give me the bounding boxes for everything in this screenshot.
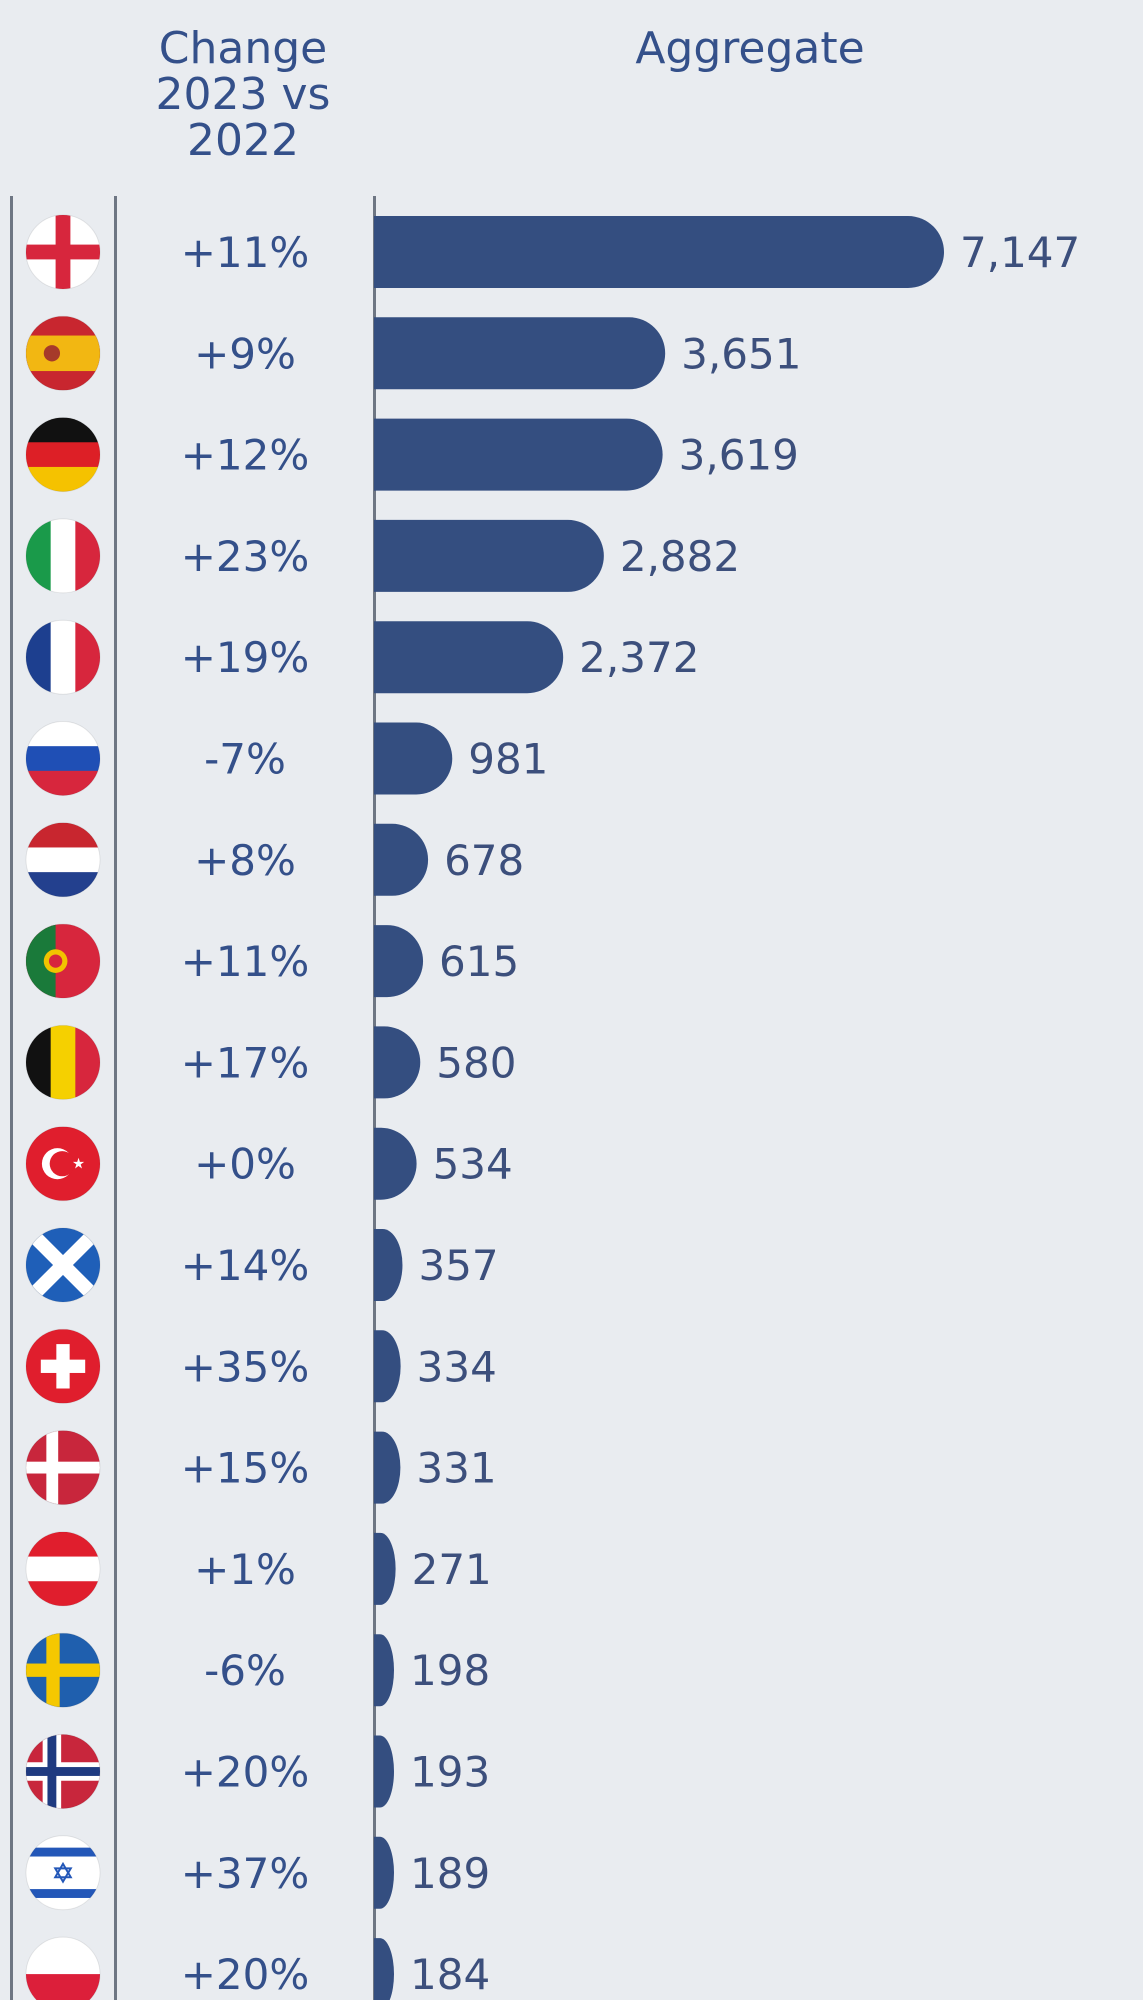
aggregate-bar xyxy=(374,823,429,896)
aggregate-value-label: 2,372 xyxy=(579,633,699,682)
aggregate-bar xyxy=(374,1431,401,1504)
flag-column-left-divider xyxy=(10,196,13,2000)
belgium-flag-icon xyxy=(25,1024,101,1100)
england-flag-icon xyxy=(25,214,101,290)
aggregate-value-label: 331 xyxy=(416,1444,496,1493)
change-value: +19% xyxy=(181,633,310,682)
change-value: +1% xyxy=(194,1545,296,1594)
aggregate-bar xyxy=(374,1330,401,1403)
russia-flag-icon xyxy=(25,721,101,796)
change-value: +17% xyxy=(181,1038,310,1087)
change-value: +20% xyxy=(181,1748,310,1797)
portugal-flag-icon xyxy=(25,923,101,999)
scotland-flag-icon xyxy=(25,1227,101,1303)
change-value: +11% xyxy=(181,937,310,986)
aggregate-bar xyxy=(374,317,666,390)
aggregate-value-label: 184 xyxy=(410,1950,490,1999)
france-flag-icon xyxy=(25,619,101,695)
aggregate-bar xyxy=(374,418,663,491)
change-value: +11% xyxy=(181,228,310,277)
aggregate-value-label: 2,882 xyxy=(620,532,740,581)
aggregate-bar xyxy=(374,1634,395,1707)
change-value: +8% xyxy=(194,836,296,885)
aggregate-value-label: 981 xyxy=(468,735,548,784)
aggregate-bar xyxy=(374,621,564,694)
aggregate-value-label: 357 xyxy=(418,1241,498,1290)
change-value: +15% xyxy=(181,1444,310,1493)
aggregate-bar xyxy=(374,925,424,998)
aggregate-bar xyxy=(374,1836,395,1909)
aggregate-value-label: 193 xyxy=(410,1748,490,1797)
aggregate-value-label: 189 xyxy=(410,1849,490,1898)
aggregate-value-label: 271 xyxy=(412,1545,492,1594)
aggregate-bar xyxy=(374,1735,395,1808)
aggregate-bar xyxy=(374,722,453,795)
austria-flag-icon xyxy=(25,1531,101,1607)
change-value: +14% xyxy=(181,1241,310,1290)
switzerland-flag-icon xyxy=(25,1328,101,1404)
change-value: +9% xyxy=(194,329,296,378)
aggregate-bar xyxy=(374,216,944,288)
aggregate-bar xyxy=(374,1938,394,2000)
change-value: +20% xyxy=(181,1950,310,1999)
aggregate-column-header: Aggregate xyxy=(635,23,865,74)
sweden-flag-icon xyxy=(25,1632,101,1708)
turkey-flag-icon xyxy=(25,1126,101,1202)
change-value: +0% xyxy=(194,1140,296,1189)
norway-flag-icon xyxy=(25,1734,101,1809)
flag-column-right-divider xyxy=(114,196,117,2000)
netherlands-flag-icon xyxy=(25,822,101,898)
aggregate-bar xyxy=(374,1532,396,1605)
change-column-header: Change 2023 vs 2022 xyxy=(155,23,331,166)
italy-flag-icon xyxy=(25,518,101,594)
aggregate-value-label: 615 xyxy=(439,937,519,986)
israel-flag-icon xyxy=(25,1835,101,1911)
aggregate-bar xyxy=(374,1026,421,1099)
aggregate-value-label: 678 xyxy=(444,836,524,885)
change-value: +35% xyxy=(181,1342,310,1391)
aggregate-bar xyxy=(374,519,604,592)
change-value: +37% xyxy=(181,1849,310,1898)
denmark-flag-icon xyxy=(25,1430,101,1506)
spain-flag-icon xyxy=(25,315,101,391)
aggregate-value-label: 580 xyxy=(436,1038,516,1087)
aggregate-value-label: 3,619 xyxy=(679,431,799,480)
aggregate-value-label: 7,147 xyxy=(960,228,1080,277)
aggregate-bar xyxy=(374,1229,403,1301)
aggregate-value-label: 334 xyxy=(417,1342,497,1391)
aggregate-value-label: 534 xyxy=(433,1140,513,1189)
poland-flag-icon xyxy=(25,1936,101,2000)
aggregate-value-label: 3,651 xyxy=(681,329,801,378)
change-value: +23% xyxy=(181,532,310,581)
germany-flag-icon xyxy=(25,417,101,493)
change-value: +12% xyxy=(181,431,310,480)
aggregate-value-label: 198 xyxy=(410,1646,490,1695)
aggregate-bar xyxy=(374,1127,417,1200)
change-value: -7% xyxy=(204,735,286,784)
change-value: -6% xyxy=(204,1646,286,1695)
